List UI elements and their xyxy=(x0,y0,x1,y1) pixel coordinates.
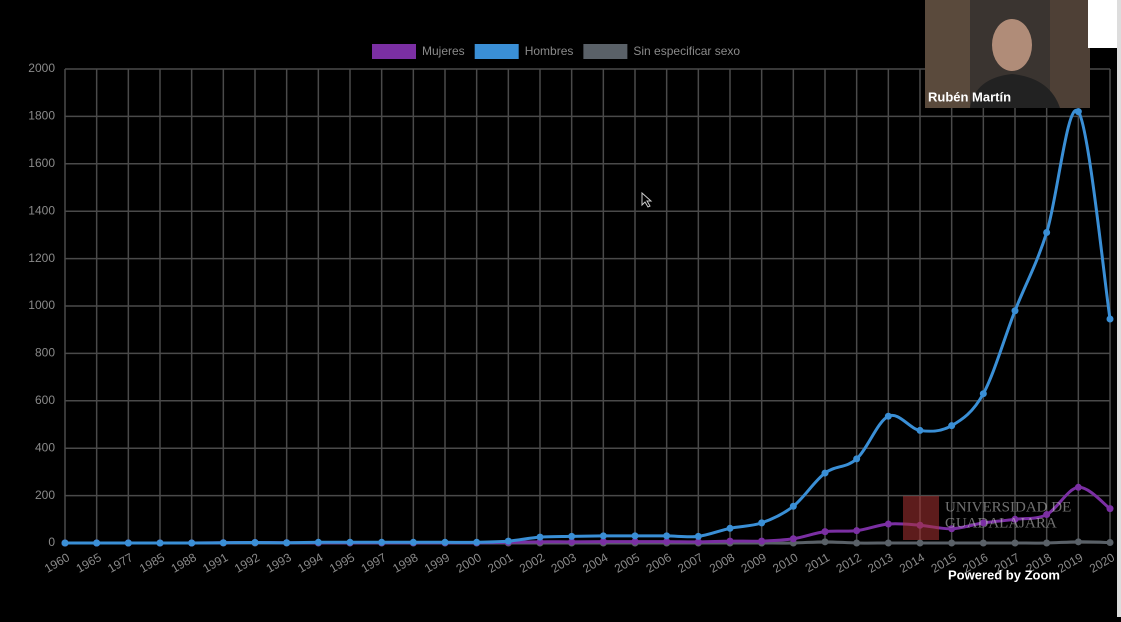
data-point xyxy=(124,539,132,547)
shoulders xyxy=(970,74,1060,108)
legend-swatch xyxy=(583,44,628,59)
data-point xyxy=(219,539,227,547)
data-point xyxy=(789,535,797,543)
logo: UNIVERSIDAD DE GUADALAJARA xyxy=(903,496,1071,540)
data-point xyxy=(789,502,797,510)
data-point xyxy=(948,525,956,533)
legend-swatch xyxy=(372,44,416,59)
y-tick-label: 800 xyxy=(35,346,55,360)
data-point xyxy=(821,528,829,536)
y-tick-label: 2000 xyxy=(28,61,55,75)
data-point xyxy=(979,390,987,398)
logo-text: GUADALAJARA xyxy=(945,515,1057,531)
data-point xyxy=(156,539,164,547)
legend-swatch xyxy=(474,44,519,59)
y-tick-label: 600 xyxy=(35,393,55,407)
data-point xyxy=(568,538,576,546)
data-point xyxy=(536,533,544,541)
y-tick-label: 1200 xyxy=(28,251,55,265)
data-point xyxy=(409,538,417,546)
bookshelf xyxy=(1050,0,1090,108)
data-point xyxy=(884,412,892,420)
y-tick-label: 1000 xyxy=(28,298,55,312)
data-point xyxy=(758,537,766,545)
data-point xyxy=(1043,229,1051,237)
data-point xyxy=(1011,515,1019,523)
video-tile: Rubén Martín xyxy=(925,0,1117,108)
data-point xyxy=(758,519,766,527)
data-point xyxy=(916,539,924,547)
y-tick-label: 200 xyxy=(35,488,55,502)
window xyxy=(1088,0,1117,48)
data-point xyxy=(694,538,702,546)
legend-label: Hombres xyxy=(525,44,574,58)
logo-shield xyxy=(903,496,939,540)
data-point xyxy=(884,539,892,547)
data-point xyxy=(1043,511,1051,519)
data-point xyxy=(853,527,861,535)
data-point xyxy=(884,520,892,528)
data-point xyxy=(1074,108,1082,116)
data-point xyxy=(188,539,196,547)
data-point xyxy=(821,469,829,477)
data-point xyxy=(663,532,671,540)
data-point xyxy=(283,539,291,547)
data-point xyxy=(1106,539,1114,547)
data-point xyxy=(568,532,576,540)
logo-text: UNIVERSIDAD DE xyxy=(945,499,1071,515)
data-point xyxy=(61,539,69,547)
data-point xyxy=(948,539,956,547)
data-point xyxy=(663,538,671,546)
data-point xyxy=(1011,307,1019,315)
data-point xyxy=(726,524,734,532)
legend-label: Mujeres xyxy=(422,44,465,58)
data-point xyxy=(1043,539,1051,547)
data-point xyxy=(441,538,449,546)
data-point xyxy=(599,532,607,540)
cursor xyxy=(641,191,653,208)
edge xyxy=(1117,0,1121,617)
y-tick-label: 400 xyxy=(35,440,55,454)
data-point xyxy=(631,532,639,540)
zoom-watermark: Powered by Zoom xyxy=(948,567,1060,582)
y-tick-label: 0 xyxy=(48,535,55,549)
data-point xyxy=(916,426,924,434)
y-tick-label: 1600 xyxy=(28,156,55,170)
series-line xyxy=(64,108,1112,545)
data-point xyxy=(599,538,607,546)
data-point xyxy=(726,537,734,545)
data-point xyxy=(378,538,386,546)
bookshelf xyxy=(925,0,970,108)
data-point xyxy=(1011,539,1019,547)
data-point xyxy=(853,539,861,547)
data-point xyxy=(1106,505,1114,513)
participant-name: Rubén Martín xyxy=(928,89,1011,104)
data-point xyxy=(631,538,639,546)
data-point xyxy=(314,538,322,546)
data-point xyxy=(948,422,956,430)
data-point xyxy=(979,539,987,547)
data-point xyxy=(853,455,861,463)
data-point xyxy=(473,538,481,546)
data-point xyxy=(93,539,101,547)
face xyxy=(992,19,1032,71)
data-point xyxy=(821,538,829,546)
data-point xyxy=(979,519,987,527)
data-point xyxy=(504,537,512,545)
data-point xyxy=(1074,538,1082,546)
data-point xyxy=(1106,315,1114,323)
data-point xyxy=(251,539,259,547)
y-tick-label: 1400 xyxy=(28,203,55,217)
data-point xyxy=(694,532,702,540)
legend-label: Sin especificar sexo xyxy=(633,44,740,58)
data-point xyxy=(346,538,354,546)
data-point xyxy=(1074,483,1082,491)
y-tick-label: 1800 xyxy=(28,109,55,123)
